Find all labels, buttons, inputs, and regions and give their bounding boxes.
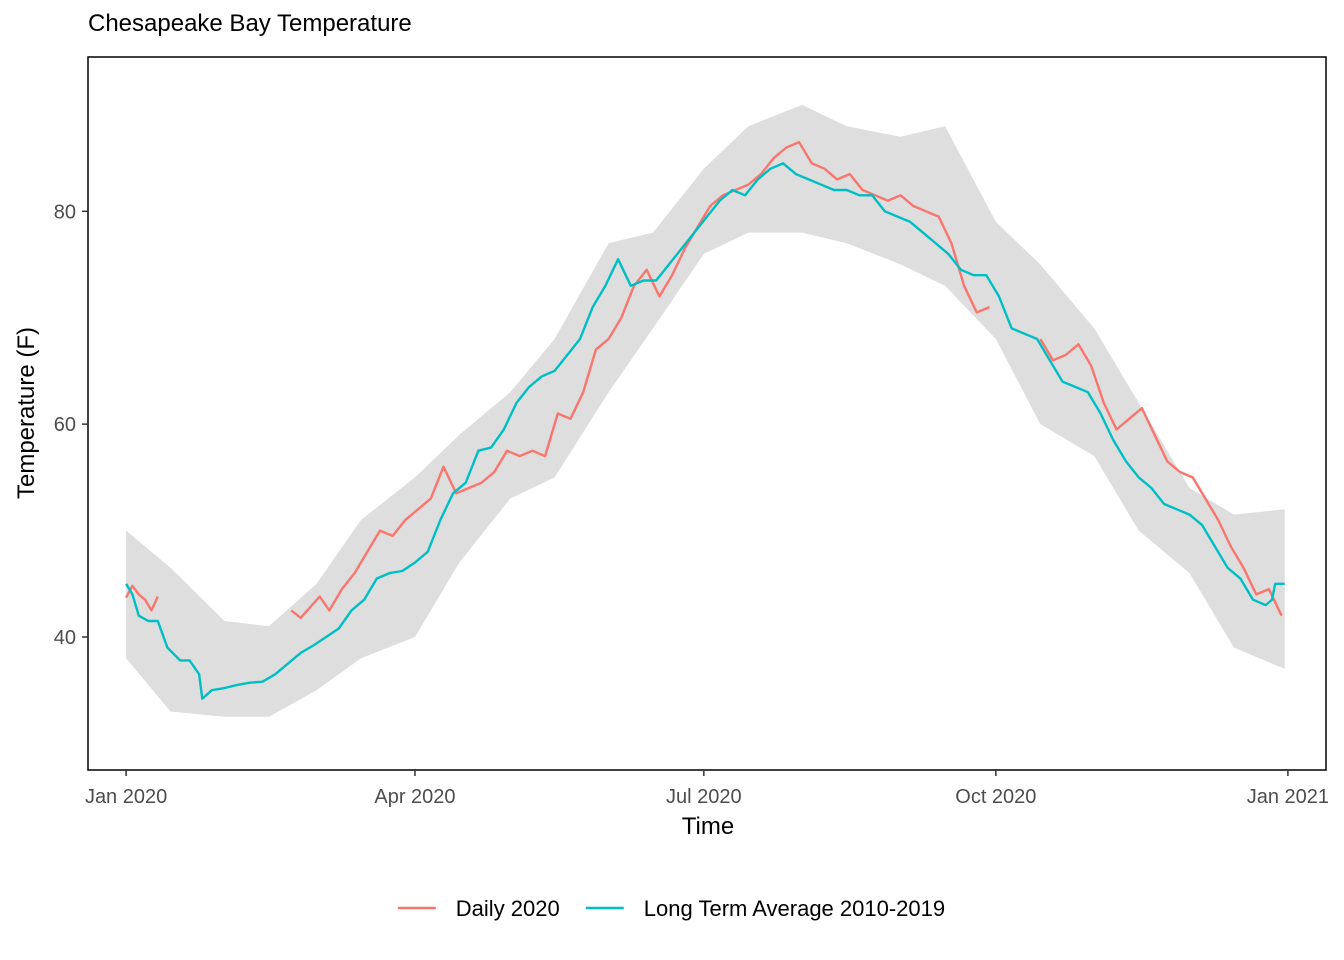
x-axis-title: Time [682, 813, 734, 840]
x-tick-label: Jul 2020 [666, 786, 742, 808]
axes-layer: 40 60 80 Jan 2020 Apr 2020 Jul 2020 Oct 2020 Ja… [54, 201, 1329, 808]
y-tick-label: 40 [54, 627, 76, 649]
series-0-line-segment-0 [125, 584, 159, 612]
chart-title: Chesapeake Bay Temperature [88, 10, 412, 37]
legend-label-0: Daily 2020 [456, 896, 560, 921]
x-tick-label: Oct 2020 [955, 786, 1036, 808]
y-tick-label: 60 [54, 414, 76, 436]
y-tick-label: 80 [54, 201, 76, 223]
range-band-layer [126, 104, 1285, 717]
series-0-line-segment-2 [1039, 338, 1283, 617]
x-tick-label: Jan 2020 [85, 786, 167, 808]
legend: Daily 2020 Long Term Average 2010-2019 [397, 896, 945, 921]
series-0-line-segment-1 [290, 140, 990, 619]
range-band [126, 104, 1285, 717]
x-tick-label: Jan 2021 [1247, 786, 1329, 808]
legend-label-1: Long Term Average 2010-2019 [644, 896, 945, 921]
series-1-line-segment-0 [125, 162, 1285, 700]
x-tick-label: Apr 2020 [374, 786, 455, 808]
y-axis-title: Temperature (F) [13, 327, 40, 499]
plot-panel-border [87, 56, 1327, 771]
series-lines-layer [125, 140, 1285, 700]
